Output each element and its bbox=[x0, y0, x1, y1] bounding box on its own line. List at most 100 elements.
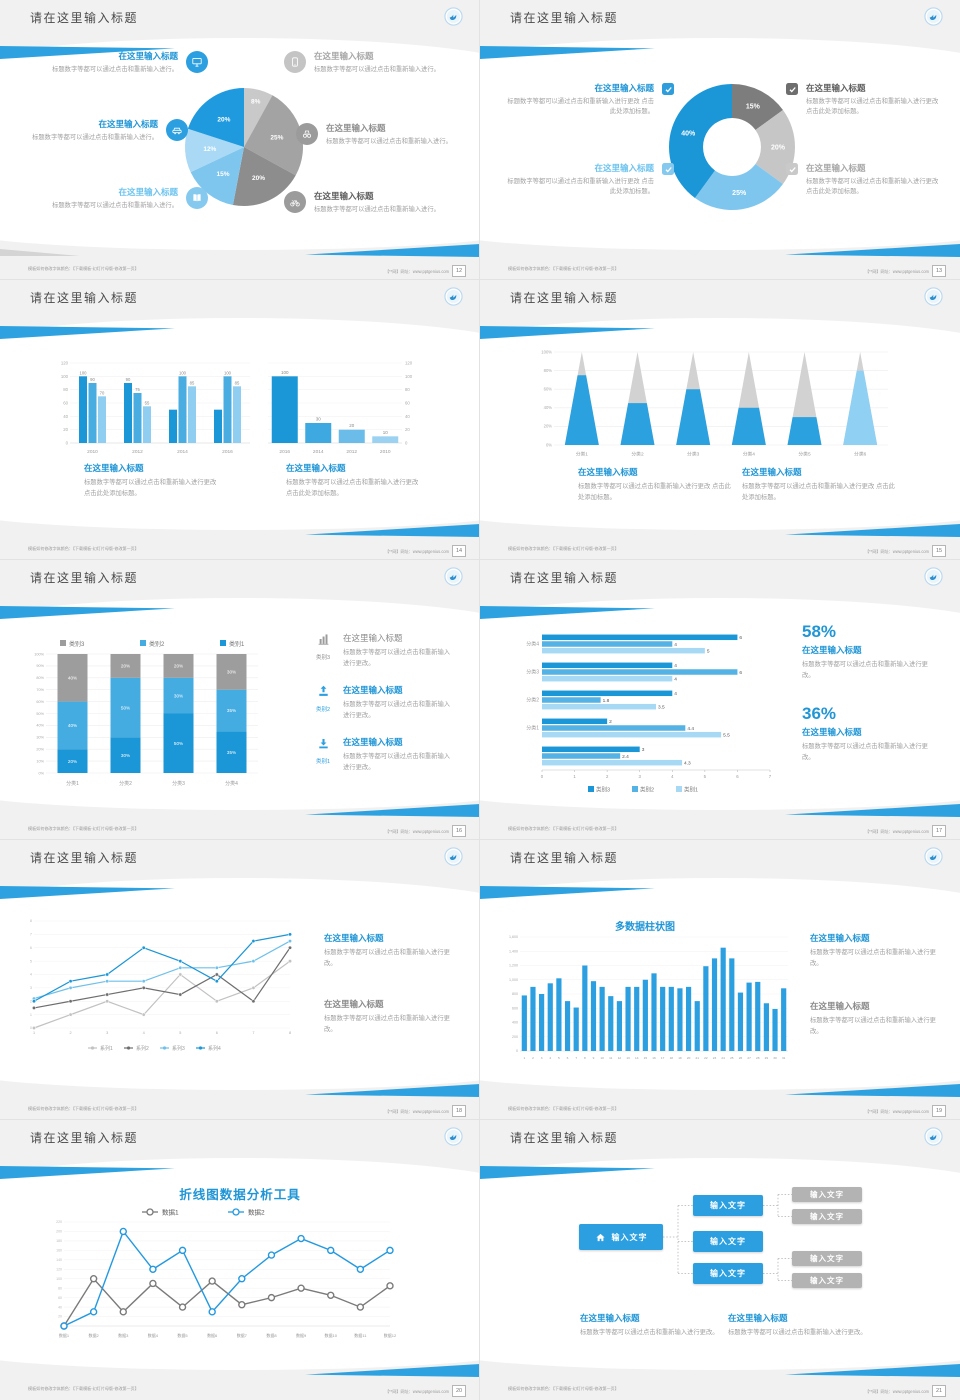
svg-text:数据6: 数据6 bbox=[207, 1332, 218, 1338]
slide-title: 请在这里输入标题 bbox=[510, 11, 619, 25]
svg-text:60%: 60% bbox=[544, 387, 553, 392]
diagram-leaf-node: 输入文字 bbox=[792, 1187, 862, 1202]
slide-canvas bbox=[0, 1158, 480, 1370]
brand-logo-icon bbox=[444, 7, 463, 26]
chart-title: 多数据柱状图 bbox=[615, 922, 675, 933]
svg-text:数据1: 数据1 bbox=[162, 1208, 179, 1217]
page-number: 13 bbox=[932, 265, 946, 277]
svg-text:分类4: 分类4 bbox=[225, 780, 238, 787]
slide-17[interactable]: 请在这里输入标题 0 1 2 3 4 5 6 7 分类4 6 4 5 分类3 4 6 4 分类2 4 1.8 3.5 分… bbox=[479, 559, 960, 841]
block-title: 在这里输入标题 bbox=[578, 467, 638, 477]
svg-text:6: 6 bbox=[216, 1031, 218, 1035]
svg-text:30%: 30% bbox=[174, 693, 183, 698]
block-title: 在这里输入标题 bbox=[810, 1001, 870, 1011]
diagram-node: 输入文字 bbox=[693, 1231, 763, 1252]
svg-text:1: 1 bbox=[523, 1056, 525, 1060]
footer-site: 【**网】网址：www.pptgenius.com 15 bbox=[835, 545, 946, 557]
svg-text:60: 60 bbox=[63, 401, 68, 406]
svg-text:1.8: 1.8 bbox=[603, 698, 610, 704]
svg-text:9: 9 bbox=[593, 1056, 595, 1060]
footer-note: 模板如何修改字体颜色：【下载模板-幻灯片母版-修改第一页】 bbox=[508, 827, 619, 832]
svg-text:类别3: 类别3 bbox=[596, 786, 610, 794]
svg-text:20: 20 bbox=[63, 427, 68, 432]
svg-text:20%: 20% bbox=[217, 116, 230, 123]
svg-text:40: 40 bbox=[58, 1305, 62, 1309]
svg-text:70%: 70% bbox=[36, 688, 44, 692]
svg-text:6: 6 bbox=[736, 774, 739, 779]
node-label: 输入文字 bbox=[810, 1276, 844, 1285]
slide-19[interactable]: 请在这里输入标题 多数据柱状图 0 200 400 600 800 1,000 1,200 1… bbox=[479, 839, 960, 1121]
slide-18[interactable]: 请在这里输入标题 0 1 2 3 4 5 6 7 8 1 2 3 4 5 6 7 8 系列1 系列2 系列3 系列4 在… bbox=[0, 839, 481, 1121]
svg-text:0: 0 bbox=[516, 1049, 518, 1053]
slide-16[interactable]: 请在这里输入标题 类别3 类别2 类别1 0% 10% 20% 30% 40% 50% 60% 70… bbox=[0, 559, 481, 841]
stat-title: 在这里输入标题 bbox=[802, 727, 862, 737]
svg-text:6: 6 bbox=[739, 670, 742, 676]
page-number: 20 bbox=[452, 1385, 466, 1397]
feature-body: 标题数字等都可以通过点击和重新输入进行更改 点击此处添加标题。 bbox=[507, 98, 654, 116]
stat-title: 在这里输入标题 bbox=[802, 645, 862, 655]
brand-logo-icon bbox=[444, 287, 463, 306]
svg-text:100: 100 bbox=[80, 370, 88, 375]
footer-note: 模板如何修改字体颜色：【下载模板-幻灯片母版-修改第一页】 bbox=[28, 1107, 139, 1112]
svg-text:120: 120 bbox=[405, 361, 413, 366]
brand-logo-icon bbox=[444, 847, 463, 866]
svg-text:10: 10 bbox=[383, 430, 389, 435]
slide-12[interactable]: 请在这里输入标题 8% 25% 20% 15% 12% 20% 在这里输入标题 标题数字等… bbox=[0, 0, 481, 281]
slide-14[interactable]: 请在这里输入标题 0 20 40 60 80 100 120 2010 100 90 70 2012 9… bbox=[0, 279, 481, 561]
text-block: 在这里输入标题 标题数字等都可以通过点击和重新输入进行更改。 bbox=[810, 1000, 938, 1037]
brand-logo-icon bbox=[444, 1127, 463, 1146]
svg-text:27: 27 bbox=[747, 1056, 751, 1060]
accent-ribbon-bottom-left bbox=[0, 249, 80, 256]
svg-text:85: 85 bbox=[190, 380, 195, 385]
feature-title: 在这里输入标题 bbox=[314, 191, 374, 201]
text-block: 在这里输入标题 标题数字等都可以通过点击和重新输入进行更改。 bbox=[728, 1312, 868, 1339]
feature-title: 在这里输入标题 bbox=[594, 83, 654, 93]
footer-site: 【**网】网址：www.pptgenius.com 20 bbox=[355, 1385, 466, 1397]
svg-text:18: 18 bbox=[670, 1056, 674, 1060]
svg-text:100: 100 bbox=[281, 370, 289, 375]
svg-text:160: 160 bbox=[56, 1249, 62, 1253]
slide-title: 请在这里输入标题 bbox=[510, 1131, 619, 1145]
feature-body: 标题数字等都可以通过点击和重新输入进行更改 点击此处添加标题。 bbox=[806, 178, 939, 196]
text-block: 在这里输入标题 标题数字等都可以通过点击和重新输入进行更改 点击此处添加标题。 bbox=[742, 466, 900, 503]
svg-text:55: 55 bbox=[145, 400, 150, 405]
svg-text:数据10: 数据10 bbox=[325, 1332, 338, 1338]
svg-text:7: 7 bbox=[252, 1031, 254, 1035]
slide-20[interactable]: 请在这里输入标题 折线图数据分析工具 数据1数据2020406080100120… bbox=[0, 1119, 481, 1400]
footer-site: 【**网】网址：www.pptgenius.com 21 bbox=[835, 1385, 946, 1397]
footer-note: 模板如何修改字体颜色：【下载模板-幻灯片母版-修改第一页】 bbox=[28, 547, 139, 552]
svg-text:5: 5 bbox=[30, 959, 32, 963]
block-title: 在这里输入标题 bbox=[810, 933, 870, 943]
svg-text:60: 60 bbox=[58, 1296, 62, 1300]
slide-canvas bbox=[480, 38, 960, 250]
svg-text:20%: 20% bbox=[544, 424, 553, 429]
feature-body: 标题数字等都可以通过点击和重新输入进行。 bbox=[314, 206, 440, 213]
slide-13[interactable]: 请在这里输入标题 15% 20% 25% 40% 在这里输入标题 标题数字等都可以通过… bbox=[479, 0, 960, 281]
slide-15[interactable]: 请在这里输入标题 0% 20% 40% 60% 80% 100% 分类1 分类2 分类3 分类4 分… bbox=[479, 279, 960, 561]
svg-text:2: 2 bbox=[70, 1031, 72, 1035]
slide-21[interactable]: 请在这里输入标题 输入文字 输入文字 输入文字 输入文字 输入文字 输入文字 输… bbox=[479, 1119, 960, 1400]
horizontal-bar-chart: 0 1 2 3 4 5 6 7 分类4 6 4 5 分类3 4 6 4 分类2 4 1.8 3.5 分类1 2 4.4 5.5… bbox=[526, 634, 772, 794]
svg-text:4: 4 bbox=[674, 676, 677, 682]
feature-item: 在这里输入标题 标题数字等都可以通过点击和重新输入进行更改 点击此处添加标题。 bbox=[502, 162, 674, 198]
svg-text:3: 3 bbox=[541, 1056, 543, 1060]
svg-text:数据3: 数据3 bbox=[118, 1332, 129, 1338]
svg-text:分类3: 分类3 bbox=[687, 451, 700, 458]
brand-logo-icon bbox=[444, 567, 463, 586]
svg-text:6: 6 bbox=[30, 946, 32, 950]
svg-text:14: 14 bbox=[635, 1056, 639, 1060]
pyramid-chart: 0% 20% 40% 60% 80% 100% 分类1 分类2 分类3 分类4 分类5 分类6 bbox=[541, 349, 888, 458]
svg-text:8: 8 bbox=[584, 1056, 586, 1060]
download-arrow-icon bbox=[318, 739, 328, 749]
text-block: 在这里输入标题 标题数字等都可以通过点击和重新输入进行更改 点击此处添加标题。 bbox=[84, 462, 224, 499]
brand-logo-icon bbox=[924, 847, 943, 866]
block-body: 标题数字等都可以通过点击和重新输入进行更改 点击此处添加标题。 bbox=[742, 483, 895, 501]
svg-text:8: 8 bbox=[289, 1031, 291, 1035]
feature-item: 在这里输入标题 标题数字等都可以通过点击和重新输入进行更改 点击此处添加标题。 bbox=[502, 82, 674, 118]
feature-body: 标题数字等都可以通过点击和重新输入进行。 bbox=[52, 66, 178, 73]
svg-text:分类5: 分类5 bbox=[798, 451, 811, 458]
node-label: 输入文字 bbox=[710, 1237, 746, 1246]
svg-text:24: 24 bbox=[721, 1056, 725, 1060]
svg-text:40%: 40% bbox=[544, 405, 553, 410]
